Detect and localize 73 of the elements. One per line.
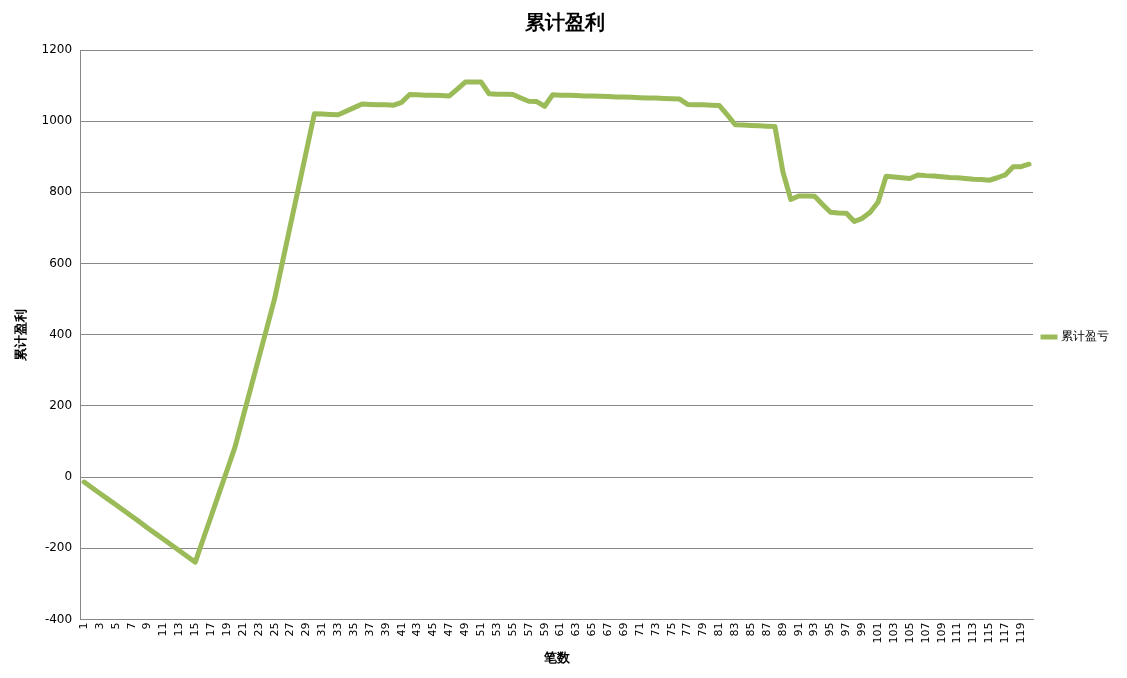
x-tick-label: 39 bbox=[378, 622, 392, 637]
x-tick-label: 99 bbox=[855, 622, 869, 637]
x-tick-label: 53 bbox=[489, 622, 503, 637]
x-tick-label: 87 bbox=[759, 622, 773, 637]
x-tick-label: 85 bbox=[743, 622, 757, 637]
y-tick-label: 600 bbox=[49, 255, 73, 270]
y-tick-label: 800 bbox=[49, 184, 73, 199]
x-tick-label: 109 bbox=[934, 622, 948, 644]
x-tick-label: 29 bbox=[299, 622, 313, 637]
x-tick-label: 55 bbox=[505, 622, 519, 637]
x-tick-label: 13 bbox=[172, 622, 186, 637]
x-tick-label: 47 bbox=[442, 622, 456, 637]
x-tick-label: 83 bbox=[728, 622, 742, 637]
x-tick-label: 113 bbox=[966, 622, 980, 644]
x-tick-label: 3 bbox=[92, 622, 106, 630]
x-tick-label: 71 bbox=[632, 622, 646, 637]
x-tick-label: 117 bbox=[998, 622, 1012, 644]
x-tick-label: 79 bbox=[696, 622, 710, 637]
x-tick-label: 119 bbox=[1013, 622, 1027, 644]
legend-label: 累计盈亏 bbox=[1061, 329, 1109, 344]
x-tick-label: 77 bbox=[680, 622, 694, 637]
x-tick-label: 91 bbox=[791, 622, 805, 637]
x-tick-label: 105 bbox=[902, 622, 916, 644]
y-tick-label: 1200 bbox=[41, 42, 73, 57]
x-tick-label: 15 bbox=[188, 622, 202, 637]
x-tick-label: 75 bbox=[664, 622, 678, 637]
x-tick-label: 95 bbox=[823, 622, 837, 637]
x-tick-label: 101 bbox=[871, 622, 885, 644]
x-tick-label: 17 bbox=[204, 622, 218, 637]
x-tick-label: 5 bbox=[108, 622, 122, 630]
x-axis-title: 笔数 bbox=[542, 649, 571, 665]
x-tick-label: 21 bbox=[235, 622, 249, 637]
x-tick-label: 33 bbox=[331, 622, 345, 637]
x-tick-label: 81 bbox=[712, 622, 726, 637]
x-tick-label: 25 bbox=[267, 622, 281, 637]
y-tick-label: -400 bbox=[44, 611, 73, 626]
x-tick-label: 73 bbox=[648, 622, 662, 637]
x-tick-label: 67 bbox=[601, 622, 615, 637]
x-tick-label: 43 bbox=[410, 622, 424, 637]
x-tick-label: 111 bbox=[950, 622, 964, 644]
x-tick-label: 37 bbox=[362, 622, 376, 637]
y-axis-title: 累计盈利 bbox=[13, 308, 29, 362]
y-tick-label: 200 bbox=[49, 398, 73, 412]
x-tick-label: 89 bbox=[775, 622, 789, 637]
x-tick-label: 51 bbox=[473, 622, 487, 637]
chart-title: 累计盈利 bbox=[523, 10, 605, 35]
x-tick-label: 1 bbox=[76, 622, 90, 630]
x-tick-label: 11 bbox=[156, 622, 170, 637]
x-tick-label: 19 bbox=[219, 622, 233, 637]
x-tick-label: 49 bbox=[458, 622, 472, 637]
x-tick-label: 23 bbox=[251, 622, 265, 637]
x-tick-label: 115 bbox=[982, 622, 996, 644]
x-tick-label: 69 bbox=[616, 622, 630, 637]
x-tick-label: 27 bbox=[283, 622, 297, 637]
x-tick-label: 107 bbox=[918, 622, 932, 644]
x-tick-label: 31 bbox=[315, 622, 329, 637]
x-tick-label: 41 bbox=[394, 622, 408, 637]
x-tick-label: 35 bbox=[346, 622, 360, 637]
x-tick-label: 103 bbox=[886, 622, 900, 644]
x-tick-label: 7 bbox=[124, 622, 138, 630]
y-tick-label: -200 bbox=[44, 540, 73, 555]
x-tick-label: 97 bbox=[839, 622, 853, 637]
x-tick-label: 57 bbox=[521, 622, 535, 637]
x-tick-label: 93 bbox=[807, 622, 821, 637]
x-tick-label: 45 bbox=[426, 622, 440, 637]
x-tick-label: 59 bbox=[537, 622, 551, 637]
x-tick-label: 61 bbox=[553, 622, 567, 637]
y-tick-label: 1000 bbox=[41, 113, 73, 128]
x-tick-label: 9 bbox=[140, 622, 154, 630]
x-tick-label: 63 bbox=[569, 622, 583, 637]
y-tick-label: 0 bbox=[64, 469, 73, 484]
y-tick-label: 400 bbox=[49, 326, 73, 341]
x-tick-label: 65 bbox=[585, 622, 599, 637]
